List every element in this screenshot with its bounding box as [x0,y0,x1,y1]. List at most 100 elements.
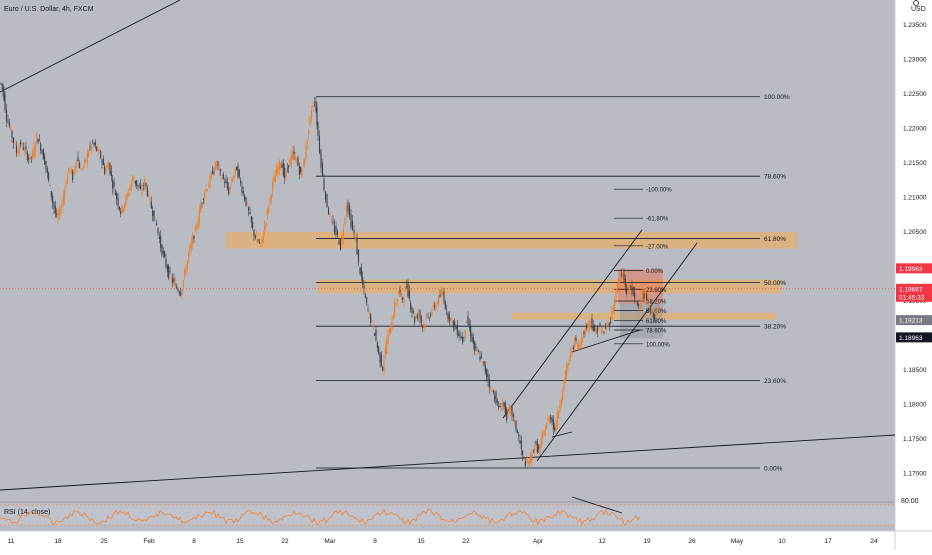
candle-body[interactable] [612,308,614,313]
candle-body[interactable] [636,301,638,306]
price-marker[interactable] [896,315,932,326]
candle-body[interactable] [78,162,80,169]
candle-body[interactable] [380,354,382,367]
candle-body[interactable] [312,105,314,108]
candle-body[interactable] [186,260,188,270]
candle-body[interactable] [11,130,13,138]
candle-body[interactable] [37,138,39,144]
candle-body[interactable] [484,365,486,373]
candle-body[interactable] [26,152,28,160]
candle-body[interactable] [218,167,220,170]
candle-body[interactable] [459,332,461,338]
candle-body[interactable] [317,123,319,136]
candle-body[interactable] [45,161,47,169]
candle-body[interactable] [0,82,2,84]
candle-body[interactable] [46,168,48,173]
trend-line[interactable] [571,329,641,353]
candle-body[interactable] [584,327,586,335]
candle-body[interactable] [81,170,83,171]
candle-body[interactable] [371,320,373,322]
candle-body[interactable] [458,334,460,336]
candle-body[interactable] [173,278,175,282]
candle-body[interactable] [230,182,232,184]
candle-body[interactable] [488,379,490,388]
candle-body[interactable] [619,276,621,278]
candle-body[interactable] [504,402,506,414]
candle-body[interactable] [221,178,223,179]
candle-body[interactable] [478,350,480,353]
candle-body[interactable] [582,337,584,342]
candle-body[interactable] [96,146,98,151]
candle-body[interactable] [152,210,154,217]
candle-body[interactable] [193,235,195,240]
candle-body[interactable] [604,327,606,328]
candle-body[interactable] [592,326,594,331]
candle-body[interactable] [93,142,95,145]
candle-body[interactable] [24,147,26,150]
candle-body[interactable] [432,304,434,307]
candle-body[interactable] [125,196,127,204]
candle-body[interactable] [567,363,569,369]
candle-body[interactable] [2,84,4,92]
candle-body[interactable] [496,400,498,403]
candle-body[interactable] [563,380,565,391]
candle-body[interactable] [647,300,649,303]
candle-body[interactable] [451,318,453,320]
candle-body[interactable] [370,314,372,323]
candle-body[interactable] [205,188,207,191]
candle-body[interactable] [464,329,466,336]
candle-body[interactable] [492,390,494,392]
candle-body[interactable] [447,312,449,319]
candle-body[interactable] [620,273,622,275]
candle-body[interactable] [471,334,473,342]
candle-body[interactable] [181,288,183,296]
rsi-series[interactable] [0,508,641,526]
candle-body[interactable] [260,242,262,244]
candle-body[interactable] [121,205,123,212]
candle-body[interactable] [476,350,478,352]
candle-body[interactable] [160,235,162,249]
candle-body[interactable] [598,327,600,330]
candle-body[interactable] [176,285,178,289]
candle-body[interactable] [253,229,255,236]
candle-body[interactable] [288,165,290,168]
candle-body[interactable] [104,166,106,174]
candle-body[interactable] [595,330,597,335]
candle-body[interactable] [48,172,50,181]
candle-body[interactable] [217,161,219,166]
candle-body[interactable] [345,204,348,214]
candle-body[interactable] [162,251,164,254]
candle-body[interactable] [189,245,191,252]
candle-body[interactable] [277,166,279,175]
candle-body[interactable] [296,160,298,162]
candle-body[interactable] [5,109,8,122]
candle-body[interactable] [41,150,43,153]
candle-body[interactable] [491,390,493,393]
candle-body[interactable] [229,186,231,190]
candle-body[interactable] [506,408,508,421]
candle-body[interactable] [201,203,203,204]
candle-body[interactable] [412,311,414,314]
candle-body[interactable] [101,160,103,163]
candle-body[interactable] [108,163,110,171]
candle-body[interactable] [224,182,226,184]
candle-body[interactable] [82,166,84,167]
candle-body[interactable] [315,101,317,112]
candle-body[interactable] [84,159,86,163]
candle-body[interactable] [250,216,252,223]
candle-body[interactable] [486,368,488,377]
candle-body[interactable] [583,331,585,335]
candle-body[interactable] [58,208,60,216]
candle-body[interactable] [394,302,396,316]
candle-body[interactable] [309,116,311,126]
candle-body[interactable] [220,169,222,172]
candle-body[interactable] [586,325,588,329]
candle-body[interactable] [400,292,402,296]
candle-body[interactable] [238,169,240,177]
candle-body[interactable] [3,89,5,101]
candle-body[interactable] [172,278,174,283]
candle-body[interactable] [368,312,370,315]
candle-body[interactable] [272,181,274,192]
candle-body[interactable] [396,298,398,302]
candle-body[interactable] [94,142,96,146]
